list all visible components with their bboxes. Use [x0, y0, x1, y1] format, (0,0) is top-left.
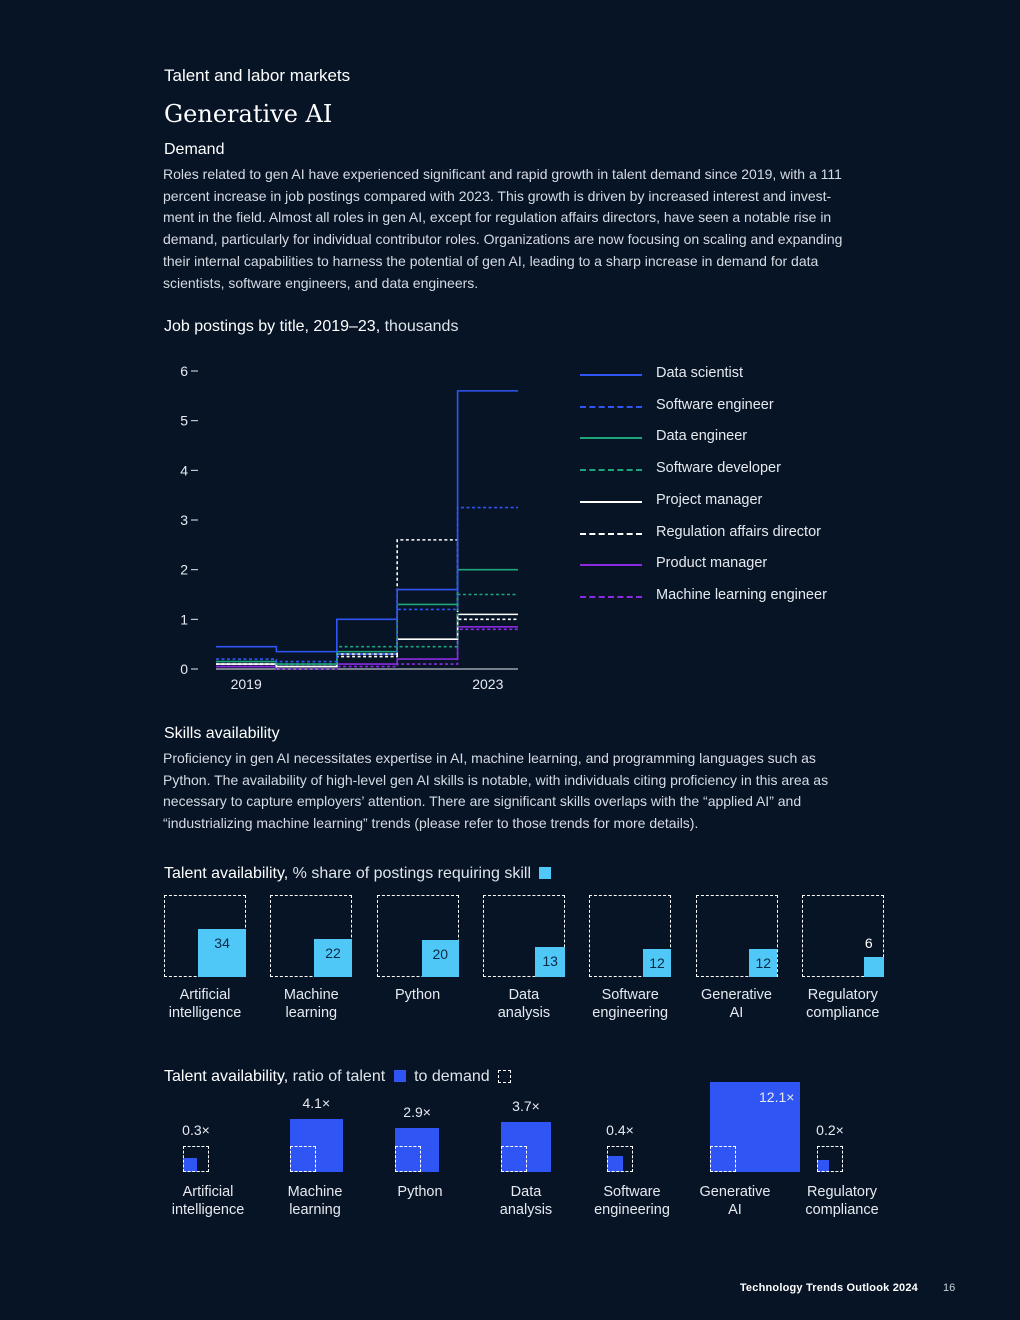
legend-label: Machine learning engineer: [656, 586, 827, 603]
share-chart-title: Talent availability, % share of postings…: [164, 865, 552, 883]
job-postings-line-chart: 0 1 2 3 4 5 6 2019 2023: [180, 363, 518, 692]
category-label: Generative AI: [699, 1184, 771, 1218]
demand-unit-box: [183, 1146, 209, 1172]
legend-label: Data scientist: [656, 365, 744, 381]
share-fill: [642, 948, 672, 977]
demand-legend-swatch: [498, 1070, 512, 1083]
y-tick-label: 0: [180, 661, 188, 677]
legend-swatch: [580, 595, 642, 598]
legend-label: Project manager: [656, 491, 763, 508]
category-label: Generative AI: [701, 987, 772, 1021]
demand-box: [482, 895, 565, 977]
share-value-label: 22: [325, 944, 341, 961]
series-line-software-engineer: [216, 506, 518, 663]
ratio-value-label: 0.2×: [816, 1122, 844, 1138]
talent-ratio-fill: [290, 1119, 343, 1172]
share-value-label: 12: [649, 954, 665, 971]
share-value-label: 13: [542, 953, 558, 970]
ratio-value-label: 3.7×: [512, 1097, 540, 1114]
page-title: Generative AI: [164, 100, 333, 128]
job-postings-chart-title: Job postings by title, 2019–23, thousand…: [164, 318, 459, 335]
legend-swatch: [580, 405, 642, 408]
category-label: Python: [397, 1184, 443, 1200]
legend-swatch: [580, 564, 642, 567]
ratio-value-label: 2.9×: [403, 1103, 431, 1120]
share-value-label: 34: [214, 935, 230, 952]
category-label: Regulatory compliance: [806, 987, 880, 1021]
talent-ratio-fill: [183, 1157, 198, 1172]
demand-unit-box: [290, 1146, 316, 1172]
legend-swatch: [580, 469, 642, 472]
share-fill: [198, 929, 246, 977]
share-legend-swatch: [539, 867, 552, 879]
demand-box: [270, 895, 353, 977]
legend-swatch: [580, 500, 642, 503]
demand-box: [801, 895, 884, 977]
section-label: Talent and labor markets: [164, 66, 351, 85]
series-line-data-scientist: [216, 390, 518, 653]
x-tick-label: 2023: [472, 676, 503, 692]
demand-unit-box: [607, 1146, 633, 1172]
category-label: Regulatory compliance: [805, 1184, 879, 1218]
y-tick-label: 1: [180, 611, 188, 627]
legend-label: Data engineer: [656, 428, 748, 445]
talent-legend-swatch: [393, 1070, 406, 1082]
category-label: Software engineering: [594, 1184, 670, 1218]
ratio-value-label: 0.4×: [606, 1122, 634, 1138]
ratio-chart-title: Talent availability, ratio of talent to …: [164, 1068, 512, 1086]
y-tick-label: 3: [180, 512, 188, 528]
series-line-data-engineer: [216, 568, 518, 665]
category-label: Artificial intelligence: [171, 1184, 245, 1218]
legend-swatch: [580, 437, 642, 440]
share-fill: [421, 940, 459, 977]
legend-label: Software engineer: [656, 396, 774, 413]
legend-swatch: [580, 374, 642, 376]
category-label: Python: [395, 987, 441, 1003]
legend-label: Software developer: [656, 460, 781, 477]
category-label: Machine learning: [287, 1184, 343, 1218]
share-value-label: 20: [432, 946, 449, 963]
demand-unit-box: [501, 1146, 527, 1172]
legend-label: Regulation affairs director: [656, 523, 821, 540]
y-tick-label: 2: [180, 562, 188, 578]
share-fill: [535, 947, 565, 977]
series-line-machine-learning-engineer: [216, 628, 518, 670]
page-number: 16: [943, 1282, 956, 1294]
talent-ratio-fill: [395, 1127, 440, 1172]
y-tick-label: 5: [180, 413, 188, 429]
share-fill: [313, 938, 353, 977]
demand-box: [695, 895, 778, 977]
share-value-label: 6: [864, 934, 873, 951]
skills-paragraph: Proficiency in gen AI necessitates exper…: [163, 750, 829, 832]
talent-ratio-fill: [710, 1081, 801, 1172]
publication-name: Technology Trends Outlook 2024: [739, 1282, 918, 1294]
demand-box: [376, 895, 459, 977]
y-tick-label: 4: [180, 462, 188, 478]
ratio-value-label: 4.1×: [302, 1095, 331, 1112]
share-fill: [863, 956, 884, 977]
talent-ratio-fill: [607, 1155, 624, 1172]
skills-heading: Skills availability: [164, 725, 280, 742]
y-tick-label: 6: [180, 363, 188, 379]
legend-label: Product manager: [656, 555, 768, 572]
ratio-value-label: 0.3×: [182, 1122, 210, 1138]
demand-paragraph: Roles related to gen AI have experienced…: [163, 166, 843, 291]
category-label: Data analysis: [497, 987, 551, 1021]
category-label: Machine learning: [283, 987, 339, 1021]
demand-heading: Demand: [164, 141, 225, 158]
category-label: Data analysis: [499, 1184, 553, 1218]
demand-unit-box: [395, 1146, 421, 1172]
demand-unit-box: [710, 1146, 736, 1172]
demand-box: [589, 895, 672, 977]
legend-swatch: [580, 532, 642, 535]
category-label: Software engineering: [592, 987, 669, 1021]
talent-ratio-fill: [817, 1160, 829, 1172]
series-line-regulation-affairs-director: [216, 539, 518, 668]
share-fill: [749, 948, 778, 977]
demand-unit-box: [817, 1146, 843, 1172]
x-tick-label: 2019: [231, 676, 262, 692]
category-label: Artificial intelligence: [168, 987, 242, 1021]
share-value-label: 12: [755, 954, 772, 971]
ratio-value-label: 12.1×: [759, 1088, 795, 1105]
